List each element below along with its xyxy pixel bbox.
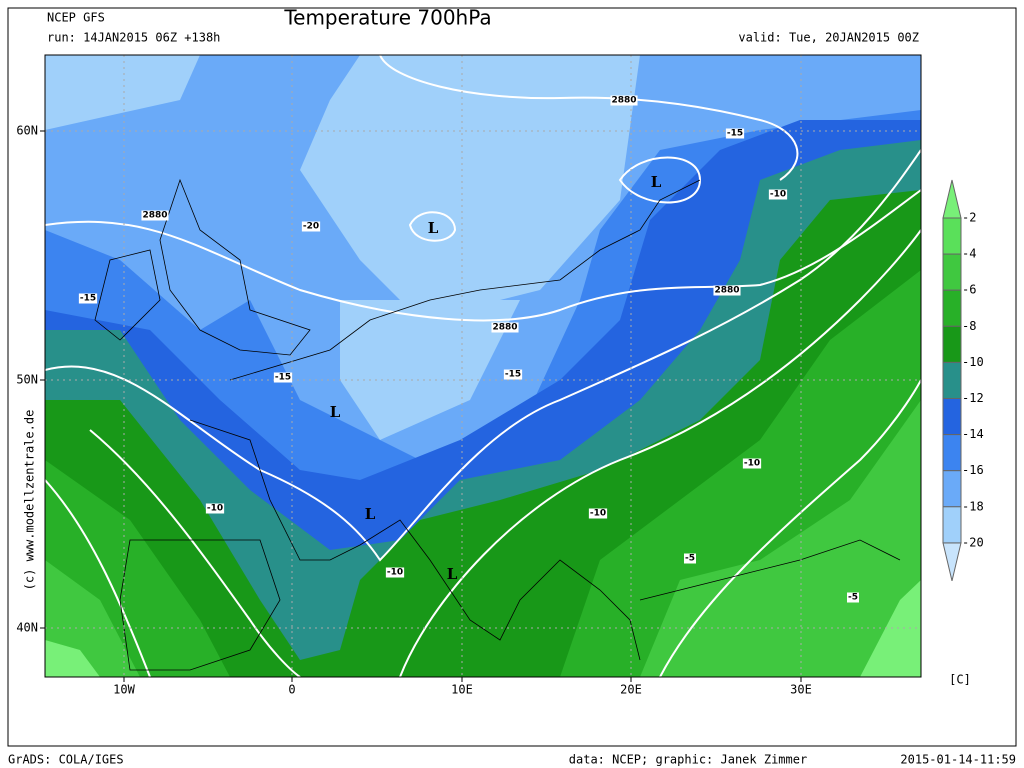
colorbar-label: -16	[962, 463, 984, 477]
lat-label: 40N	[16, 621, 38, 635]
label-box	[78, 293, 98, 304]
colorbar-box	[942, 253, 962, 291]
footer-center: data: NCEP; graphic: Janek Zimmer	[569, 753, 807, 767]
map-border	[44, 54, 922, 678]
colorbar-box	[942, 361, 962, 399]
colorbar-box	[942, 506, 962, 544]
colorbar-label: -2	[962, 211, 976, 225]
map	[45, 55, 921, 677]
colorbar-label: -14	[962, 427, 984, 441]
valid-time: valid: Tue, 20JAN2015 00Z	[738, 31, 919, 45]
label-box	[141, 210, 169, 221]
colorbar-label: -6	[962, 283, 976, 297]
contour-label: -10	[770, 190, 786, 200]
label-box	[301, 221, 321, 232]
low-marker: L	[428, 219, 439, 237]
footer-right: 2015-01-14-11:59	[900, 753, 1016, 767]
label-box	[713, 285, 741, 296]
model-name: NCEP GFS	[47, 11, 105, 25]
contour-label: -15	[727, 129, 743, 139]
coastlines	[94, 178, 901, 671]
colorbar-cap	[942, 179, 962, 219]
colorbar-label: -12	[962, 391, 984, 405]
contour-label: -15	[505, 370, 521, 380]
low-marker: L	[330, 403, 341, 421]
low-marker: L	[447, 565, 458, 583]
field	[45, 400, 921, 677]
label-box	[385, 567, 405, 578]
label-box	[847, 592, 859, 603]
field	[300, 55, 640, 320]
colorbar-box	[942, 398, 962, 436]
colorbar-box	[942, 470, 962, 508]
contour-label: 2880	[492, 323, 517, 333]
colorbar-label: -4	[962, 247, 976, 261]
label-box	[503, 369, 523, 380]
contour-label: -10	[590, 509, 606, 519]
lat-label: 50N	[16, 373, 38, 387]
footer-left: GrADS: COLA/IGES	[8, 753, 124, 767]
label-box	[588, 508, 608, 519]
label-box	[742, 458, 762, 469]
label-box	[684, 553, 696, 564]
colorbar-label: -8	[962, 319, 976, 333]
contour-label: -20	[303, 222, 319, 232]
colorbar-label: -18	[962, 499, 984, 513]
colorbar-box	[942, 325, 962, 363]
frame	[7, 7, 1017, 747]
colorbar-cap	[942, 542, 962, 582]
contour-label: -10	[207, 504, 223, 514]
contour-label: -15	[275, 373, 291, 383]
label-box	[205, 503, 225, 514]
contour-label: -10	[387, 568, 403, 578]
contours	[45, 55, 921, 677]
field	[45, 55, 200, 130]
contour-label: -10	[744, 459, 760, 469]
label-box	[768, 189, 788, 200]
label-box	[273, 372, 293, 383]
low-marker: L	[365, 505, 376, 523]
label-box	[610, 95, 638, 106]
contour-label: 2880	[611, 96, 636, 106]
credit: (c) www.modellzentrale.de	[23, 410, 37, 591]
lon-label: 10W	[113, 683, 135, 697]
colorbar-box	[942, 289, 962, 327]
lon-label: 20E	[620, 683, 642, 697]
contour-label: 2880	[714, 286, 739, 296]
contour-label: -5	[685, 554, 695, 564]
label-box	[725, 128, 745, 139]
contour-label: 2880	[142, 211, 167, 221]
map-title: Temperature 700hPa	[283, 6, 491, 30]
lon-label: 0	[288, 683, 295, 697]
colorbar-box	[942, 434, 962, 472]
unit-label: [C]	[949, 673, 971, 687]
contour-label: -15	[80, 294, 96, 304]
label-box	[491, 322, 519, 333]
colorbar-label: -20	[962, 535, 984, 549]
low-marker: L	[651, 173, 662, 191]
run-info: run: 14JAN2015 06Z +138h	[47, 31, 220, 45]
colorbar-label: -10	[962, 355, 984, 369]
field	[340, 300, 520, 440]
lon-label: 30E	[790, 683, 812, 697]
colorbar-box	[942, 217, 962, 255]
lat-label: 60N	[16, 124, 38, 138]
lon-label: 10E	[451, 683, 473, 697]
contour-label: -5	[848, 593, 858, 603]
